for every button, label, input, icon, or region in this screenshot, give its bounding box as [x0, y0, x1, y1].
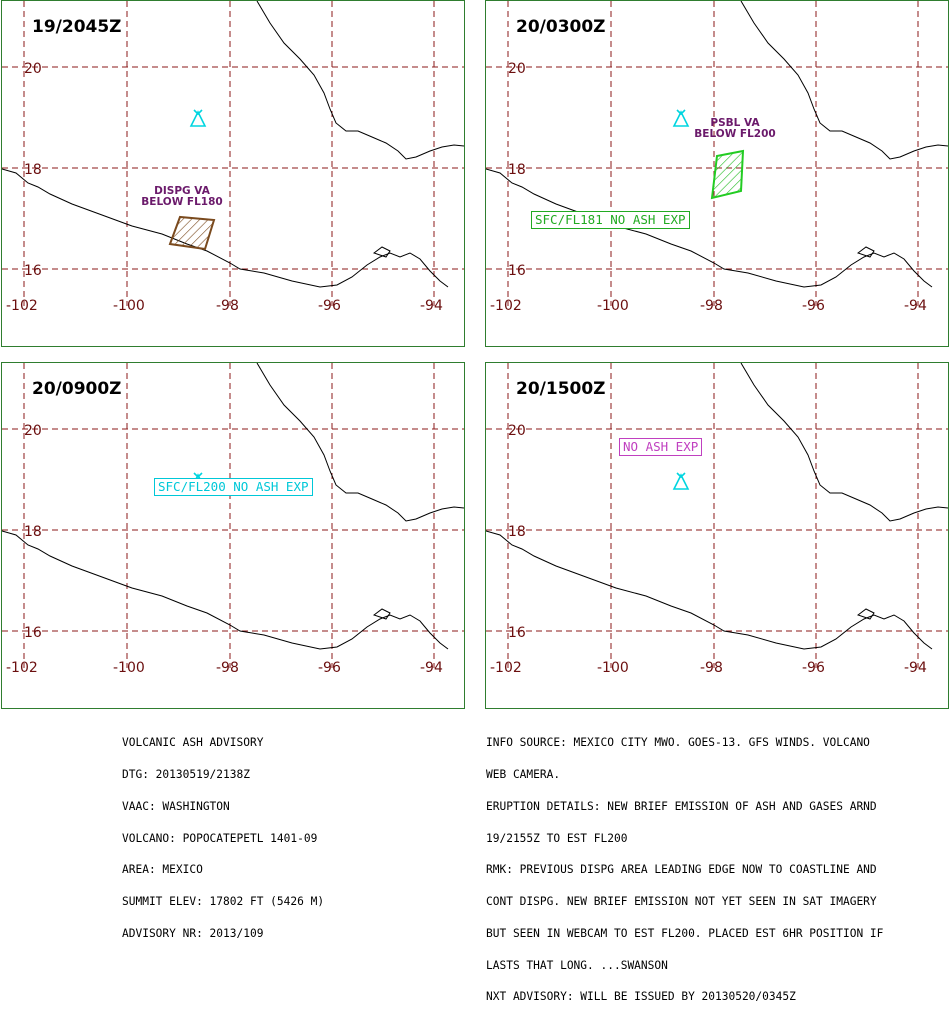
longitude-label: -98 [216, 660, 239, 676]
gulf-coastline [740, 1, 948, 160]
volcano-triangle-icon [189, 109, 207, 127]
map-panel-2: 20 18 16 -102 -100 -98 -96 -94 20/0300Z PSBL VA… [485, 0, 949, 347]
island-outline [372, 608, 391, 620]
gulf-coastline [256, 363, 464, 522]
panel-time-label: 20/0300Z [516, 17, 606, 37]
pacific-coastline [2, 530, 449, 650]
latitude-label: 18 [24, 524, 42, 540]
map-panel-4: 20 18 16 -102 -100 -98 -96 -94 20/1500Z NO ASH … [485, 362, 949, 709]
longitude-label: -98 [700, 660, 723, 676]
pacific-coastline [486, 168, 933, 288]
advisory-header-text: VOLCANIC ASH ADVISORY DTG: 20130519/2138… [122, 736, 325, 940]
pacific-coastline [2, 168, 449, 288]
latitude-label: 20 [24, 423, 42, 439]
longitude-label: -94 [420, 298, 443, 314]
ash-area-label: PSBL VA BELOW FL200 [694, 117, 776, 140]
map-basemap: 20 18 16 -102 -100 -98 -96 -94 [486, 1, 948, 314]
map-panel-1: 20 18 16 -102 -100 -98 -96 -94 19/2045Z DISPG V… [1, 0, 465, 347]
panel-time-label: 19/2045Z [32, 17, 122, 37]
longitude-label: -96 [318, 298, 341, 314]
longitude-label: -102 [6, 298, 38, 314]
longitude-label: -100 [597, 660, 629, 676]
longitude-label: -100 [113, 660, 145, 676]
map-basemap: 20 18 16 -102 -100 -98 -96 -94 [2, 363, 464, 676]
latitude-label: 20 [508, 423, 526, 439]
no-ash-expected-label: SFC/FL181 NO ASH EXP [531, 211, 690, 229]
longitude-label: -102 [490, 298, 522, 314]
volcano-triangle-icon [672, 472, 690, 490]
longitude-label: -94 [904, 298, 927, 314]
latitude-label: 18 [508, 524, 526, 540]
longitude-label: -102 [6, 660, 38, 676]
latitude-label: 20 [24, 61, 42, 77]
longitude-label: -96 [802, 298, 825, 314]
ash-area-label: DISPG VA BELOW FL180 [141, 185, 223, 208]
map-basemap: 20 18 16 -102 -100 -98 -96 -94 [2, 1, 464, 314]
longitude-label: -94 [420, 660, 443, 676]
longitude-label: -96 [802, 660, 825, 676]
no-ash-expected-label: NO ASH EXP [619, 438, 703, 456]
panel-time-label: 20/0900Z [32, 379, 122, 399]
volcano-triangle-icon [672, 109, 690, 127]
longitude-label: -100 [113, 298, 145, 314]
longitude-label: -98 [216, 298, 239, 314]
latitude-label: 18 [24, 162, 42, 178]
advisory-remarks-text: INFO SOURCE: MEXICO CITY MWO. GOES-13. G… [486, 736, 884, 1004]
map-panel-3: 20 18 16 -102 -100 -98 -96 -94 20/0900Z SFC/FL2… [1, 362, 465, 709]
latitude-label: 18 [508, 162, 526, 178]
latitude-label: 16 [508, 625, 526, 641]
latitude-label: 16 [24, 625, 42, 641]
island-outline [856, 608, 875, 620]
gulf-coastline [740, 363, 948, 522]
longitude-label: -96 [318, 660, 341, 676]
island-outline [856, 246, 875, 258]
panel-time-label: 20/1500Z [516, 379, 606, 399]
longitude-label: -100 [597, 298, 629, 314]
latitude-label: 16 [24, 263, 42, 279]
longitude-label: -94 [904, 660, 927, 676]
no-ash-expected-label: SFC/FL200 NO ASH EXP [154, 478, 313, 496]
island-outline [372, 246, 391, 258]
longitude-label: -102 [490, 660, 522, 676]
latitude-label: 16 [508, 263, 526, 279]
map-basemap: 20 18 16 -102 -100 -98 -96 -94 [486, 363, 948, 676]
longitude-label: -98 [700, 298, 723, 314]
pacific-coastline [486, 530, 933, 650]
latitude-label: 20 [508, 61, 526, 77]
gulf-coastline [256, 1, 464, 160]
